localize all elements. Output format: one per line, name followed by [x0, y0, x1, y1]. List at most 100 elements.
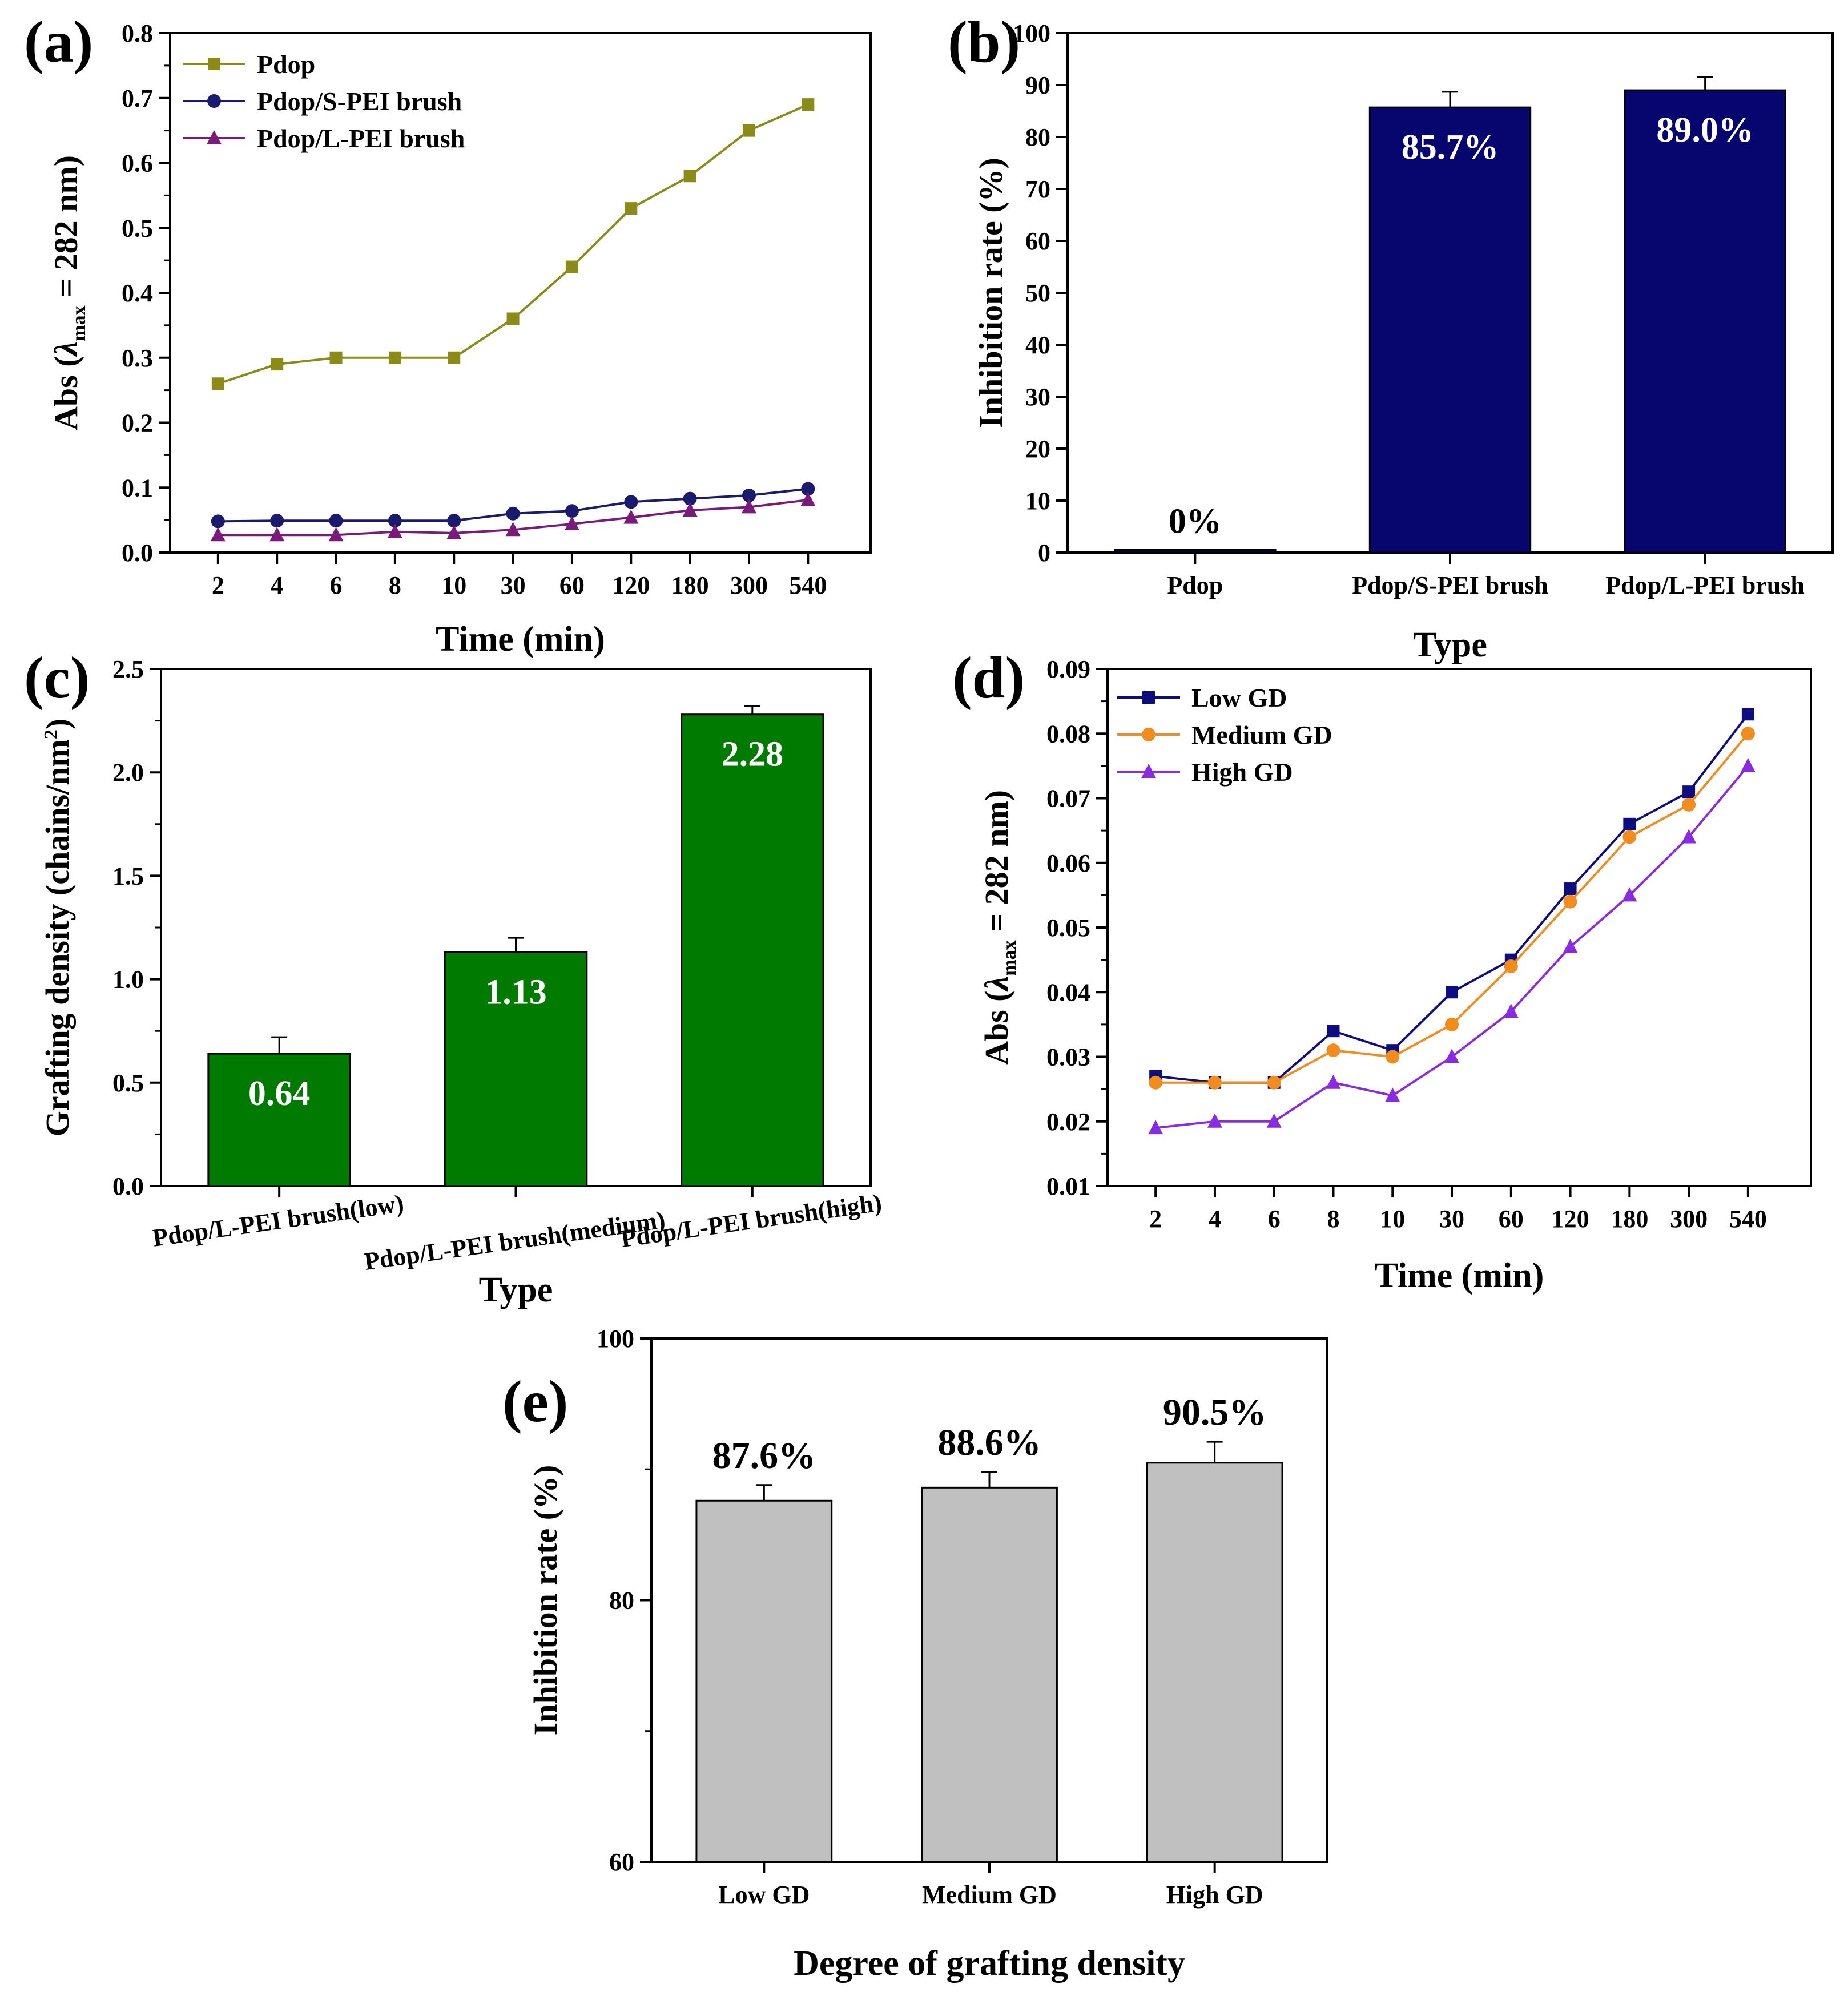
x-tick-label: 2	[212, 571, 224, 599]
y-tick-label: 100	[597, 1325, 634, 1353]
x-tick-label: Pdop/L-PEI brush	[1605, 571, 1804, 599]
data-point	[1267, 1075, 1281, 1090]
series-pdop-s-pei-brush	[211, 482, 815, 529]
x-tick-label: Low GD	[718, 1881, 810, 1909]
x-tick-label: Medium GD	[922, 1881, 1057, 1909]
x-tick-label: 10	[1380, 1205, 1405, 1233]
x-tick-label: Pdop/L-PEI brush(high)	[619, 1188, 883, 1253]
y-tick-label: 2.0	[112, 759, 144, 787]
data-point	[1148, 1120, 1163, 1135]
x-tick-label: High GD	[1166, 1881, 1263, 1909]
data-point	[211, 514, 225, 529]
chart-a: 0.0 0.1 0.2 0.3 0.4 0.5 0.6 0.7 0.8 2 4 6 8 10 30 60 120…	[24, 9, 872, 659]
y-tick-label: 0.08	[1046, 720, 1090, 748]
bar	[207, 1053, 351, 1187]
x-tick-label: 540	[789, 571, 827, 599]
data-point	[1741, 727, 1755, 741]
x-tick-label: 4	[271, 571, 283, 599]
series-pdop-l-pei-brush	[210, 491, 816, 542]
y-tick-label: 10	[1025, 487, 1050, 515]
x-tick-label: 6	[330, 571, 343, 599]
y-tick-label: 0.5	[122, 214, 153, 242]
series-medium-gd	[1149, 727, 1755, 1090]
legend-marker	[207, 94, 221, 108]
y-tick-label: 1.5	[112, 862, 144, 890]
data-point	[271, 358, 284, 371]
data-point	[506, 506, 520, 521]
data-point	[1740, 757, 1756, 772]
data-label: 1.13	[485, 973, 547, 1011]
data-point	[210, 527, 226, 542]
data-point	[1385, 1087, 1400, 1102]
data-point	[329, 514, 343, 528]
data-label: 89.0%	[1656, 111, 1754, 150]
y-tick-label: 80	[609, 1587, 634, 1615]
x-tick-label: Pdop	[1167, 571, 1223, 599]
data-point	[1564, 882, 1577, 896]
data-point	[1682, 797, 1696, 812]
chart-c: 0.0 0.5 1.0 1.5 2.0 2.5 0.64 Pdop/L-PEI brush(l…	[24, 645, 883, 1309]
y-tick-label: 30	[1025, 383, 1050, 411]
data-point	[211, 377, 224, 390]
legend-marker	[207, 130, 222, 144]
x-tick-label: 6	[1268, 1205, 1281, 1233]
data-label: 0%	[1169, 502, 1222, 541]
data-label: 90.5%	[1163, 1392, 1267, 1433]
legend-label: Pdop/S-PEI brush	[257, 87, 462, 116]
x-axis-label: Type	[479, 1271, 553, 1309]
x-tick-label: 8	[389, 571, 401, 599]
y-tick-label: 0.7	[122, 84, 153, 112]
data-point	[1563, 938, 1578, 953]
data-point	[682, 502, 698, 517]
legend-marker	[1141, 764, 1156, 778]
data-point	[1327, 1025, 1340, 1038]
y-axis-label: Grafting density (chains/nm2)	[39, 719, 76, 1136]
y-tick-label: 0.6	[122, 150, 153, 178]
data-point	[448, 351, 461, 364]
x-tick-label: 120	[612, 571, 650, 599]
data-point	[742, 124, 755, 137]
panel-label: (d)	[952, 645, 1025, 711]
y-tick-label: 70	[1025, 175, 1050, 203]
data-point	[1504, 959, 1518, 973]
legend-marker	[1142, 728, 1155, 741]
data-point	[329, 351, 343, 364]
data-label: 85.7%	[1402, 128, 1499, 167]
y-tick-label: 0.8	[122, 19, 153, 47]
legend-label: Pdop/L-PEI brush	[257, 124, 465, 153]
x-tick-label: 10	[441, 571, 466, 599]
x-tick-label: 120	[1552, 1205, 1589, 1233]
legend-label: High GD	[1191, 757, 1293, 787]
x-tick-label: 300	[1670, 1205, 1708, 1233]
data-point	[328, 527, 344, 542]
data-point	[387, 523, 402, 538]
chart-d: 0.01 0.02 0.03 0.04 0.05 0.06 0.07 0.08 0.09 2 4 6 8…	[952, 645, 1812, 1295]
x-axis-label: Time (min)	[1375, 1256, 1544, 1295]
bar	[1624, 89, 1786, 554]
bar	[695, 1499, 833, 1863]
data-point	[1386, 1050, 1400, 1064]
data-point	[506, 312, 520, 325]
y-tick-label: 0.07	[1046, 785, 1090, 813]
y-tick-label: 0.5	[112, 1069, 144, 1097]
y-tick-label: 0.1	[122, 474, 153, 502]
y-tick-label: 0.04	[1046, 978, 1090, 1006]
data-point	[742, 488, 756, 502]
y-tick-label: 100	[1013, 19, 1050, 47]
y-tick-label: 90	[1025, 71, 1050, 99]
data-point	[1446, 986, 1459, 999]
data-point	[1149, 1075, 1163, 1090]
data-point	[741, 499, 756, 514]
data-point	[802, 98, 815, 111]
x-tick-label: Pdop/S-PEI brush	[1352, 571, 1548, 599]
series-high-gd	[1148, 757, 1756, 1135]
y-tick-label: 50	[1025, 279, 1050, 307]
series-pdop	[211, 98, 815, 390]
y-axis-label: Abs (λmax = 282 nm)	[47, 155, 90, 430]
x-tick-label: 60	[1499, 1205, 1524, 1233]
data-label: 2.28	[722, 735, 784, 774]
x-axis-label: Type	[1413, 626, 1487, 664]
data-point	[1326, 1074, 1341, 1089]
x-tick-label: Pdop/L-PEI brush(low)	[151, 1189, 405, 1252]
